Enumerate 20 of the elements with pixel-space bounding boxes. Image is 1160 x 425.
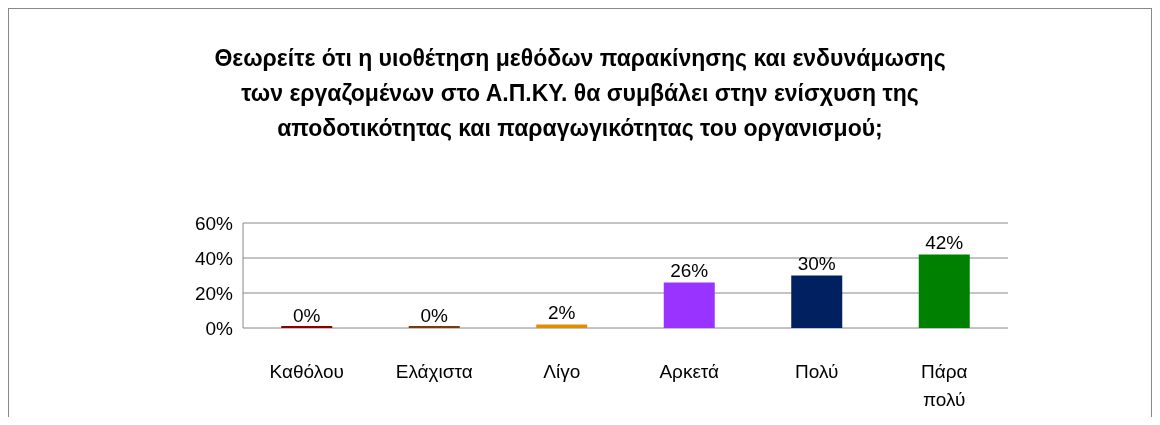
data-label: 26% [670,259,709,281]
y-tick-label: 0% [205,317,234,339]
x-tick-label: Πολύ [795,361,839,382]
x-tick-label: Ελάχιστα [395,361,473,382]
x-tick-label: Πάρα πολύ [921,361,968,410]
data-label: 42% [925,231,964,253]
x-tick-label: Λίγο [543,361,581,382]
data-label: 0% [420,305,449,326]
bar [918,254,970,328]
y-tick-label: 60% [194,212,234,234]
bar [663,282,715,328]
y-tick-label: 40% [194,247,234,269]
data-label: 0% [293,305,321,326]
chart-title: Θεωρείτε ότι η υιοθέτηση μεθόδων παρακίνησης και ενδυνάμωσης των εργαζομένων στο Α.Π.ΚΥ. θα συμβάλει στην ενίσχυση της αποδοτικότητας και παραγωγικότητας του οργανισμού; [214,45,946,141]
bar [791,275,843,328]
data-label: 2% [548,301,576,323]
x-tick-label: Καθόλου [269,361,344,382]
x-tick-label: Αρκετά [659,361,720,382]
y-tick-label: 20% [194,282,234,304]
data-label: 30% [797,252,836,274]
